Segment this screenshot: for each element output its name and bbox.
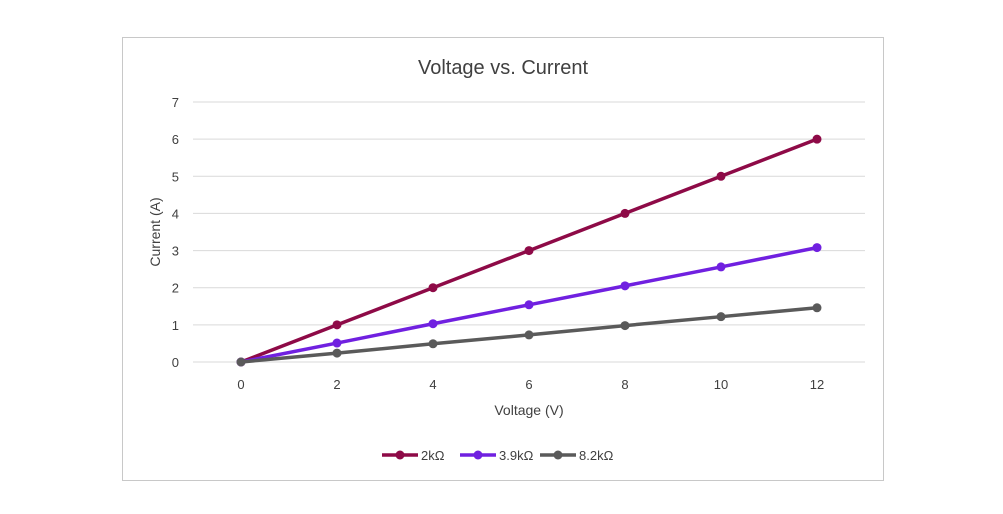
data-point [428, 283, 438, 293]
y-tick-label: 5 [172, 169, 179, 184]
data-point [332, 338, 342, 348]
data-point [716, 171, 726, 181]
legend-label: 3.9kΩ [499, 448, 534, 463]
legend-item: 3.9kΩ [460, 448, 534, 463]
data-point [524, 246, 534, 256]
data-point [428, 339, 438, 349]
x-tick-label: 10 [714, 377, 728, 392]
x-tick-label: 12 [810, 377, 824, 392]
legend-item: 8.2kΩ [540, 448, 614, 463]
data-point [524, 300, 534, 310]
y-tick-label: 1 [172, 318, 179, 333]
data-point [428, 319, 438, 329]
y-tick-label: 6 [172, 132, 179, 147]
legend-item: 2kΩ [382, 448, 445, 463]
x-tick-label: 2 [333, 377, 340, 392]
data-point [620, 208, 630, 218]
data-point [812, 303, 822, 313]
y-tick-label: 7 [172, 95, 179, 110]
y-axis-label: Current (A) [147, 197, 163, 266]
series-2 [236, 303, 822, 367]
chart-title: Voltage vs. Current [418, 57, 589, 79]
y-tick-label: 0 [172, 355, 179, 370]
data-point [716, 312, 726, 322]
data-point [332, 320, 342, 330]
legend-marker [473, 450, 483, 460]
legend-label: 8.2kΩ [579, 448, 614, 463]
data-point [716, 262, 726, 272]
series-1 [236, 243, 822, 367]
legend-marker [395, 450, 405, 460]
data-point [812, 243, 822, 253]
x-tick-label: 4 [429, 377, 436, 392]
chart-frame [122, 37, 884, 481]
x-tick-label: 6 [525, 377, 532, 392]
x-tick-label: 0 [237, 377, 244, 392]
x-axis-label: Voltage (V) [494, 402, 563, 418]
data-point [620, 281, 630, 291]
y-tick-label: 4 [172, 206, 179, 221]
data-point [620, 321, 630, 331]
legend-marker [553, 450, 563, 460]
legend-label: 2kΩ [421, 448, 445, 463]
data-point [524, 330, 534, 340]
data-point [332, 348, 342, 358]
x-tick-label: 8 [621, 377, 628, 392]
y-tick-label: 3 [172, 244, 179, 259]
y-tick-label: 2 [172, 281, 179, 296]
data-point [812, 134, 822, 144]
data-point [236, 357, 246, 367]
